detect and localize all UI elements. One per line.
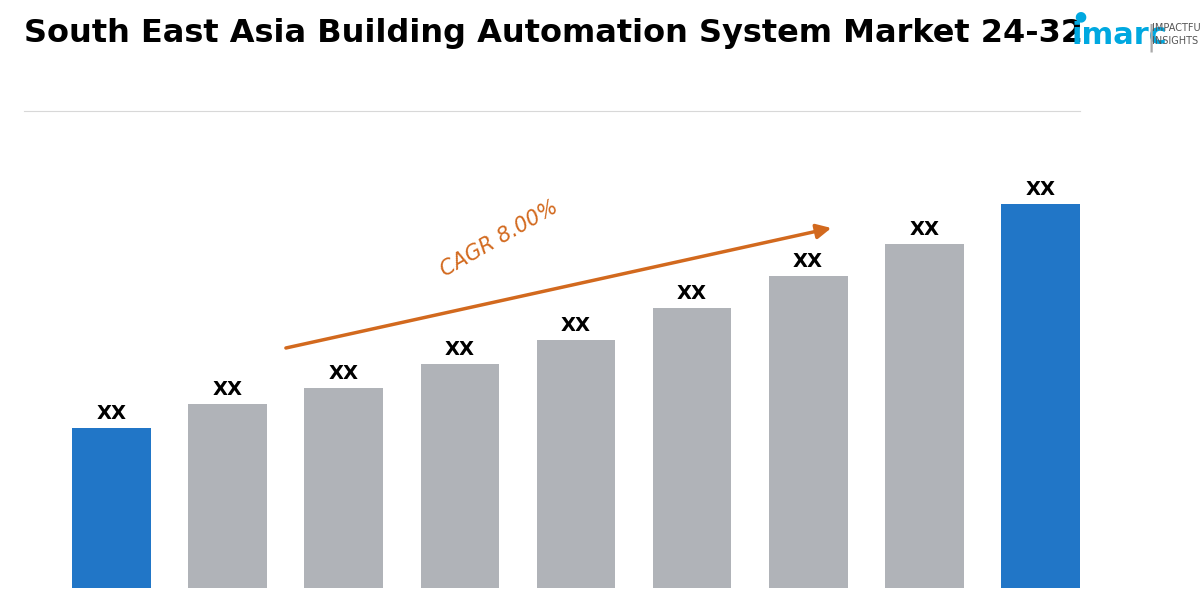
Text: XX: XX [562,316,592,335]
Text: XX: XX [329,364,359,383]
Text: ●: ● [1074,9,1086,23]
Bar [305,388,383,588]
Text: XX: XX [97,404,127,423]
Text: XX: XX [793,252,823,271]
Bar [536,340,616,588]
Text: XX: XX [212,380,242,399]
Text: XX: XX [1025,180,1055,199]
Bar [769,276,847,588]
Text: imarc: imarc [1072,21,1168,50]
Text: XX: XX [677,284,707,303]
Bar [188,404,268,588]
Bar [72,428,151,588]
Text: CAGR 8.00%: CAGR 8.00% [437,196,562,280]
Bar [1001,204,1080,588]
Bar [884,244,964,588]
Text: IMPACTFUL
INSIGHTS: IMPACTFUL INSIGHTS [1152,23,1200,46]
Text: South East Asia Building Automation System Market 24-32: South East Asia Building Automation Syst… [24,18,1084,49]
Bar [653,308,732,588]
Text: |: | [1146,24,1156,52]
Bar [420,364,499,588]
Text: XX: XX [910,220,940,239]
Text: XX: XX [445,340,475,359]
